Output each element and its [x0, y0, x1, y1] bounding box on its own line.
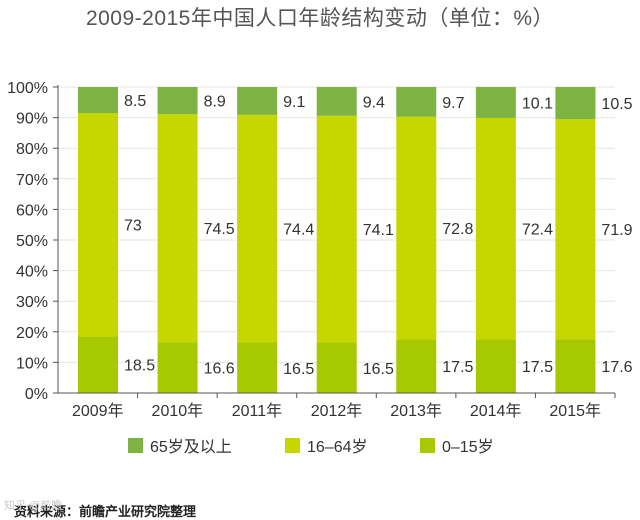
data-label: 9.1 — [283, 94, 305, 111]
chart-legend: 65岁及以上 16–64岁 0–15岁 — [128, 438, 494, 456]
data-label: 9.4 — [363, 94, 385, 111]
chart-bars — [78, 87, 596, 393]
chart-data-labels: 18.5 73 8.5 16.6 74.5 8.9 16.5 74.4 9.1 16.5 74.1 9… — [124, 93, 633, 378]
bar-segment-age_0_15 — [237, 342, 278, 393]
data-label: 73 — [124, 218, 142, 235]
bar-segment-age_16_64 — [396, 116, 437, 340]
bar-segment-age_16_64 — [316, 115, 357, 343]
data-label: 74.5 — [204, 221, 235, 238]
x-tick-label: 2013年 — [390, 402, 442, 420]
chart-title: 2009-2015年中国人口年龄结构变动（单位：%） — [85, 7, 555, 30]
data-label: 8.5 — [124, 93, 146, 110]
data-label: 16.5 — [363, 361, 394, 378]
bar-segment-age_16_64 — [555, 119, 596, 340]
chart-axes: 0% 10% 20% 30% 40% 50% 60% 70% 80% 90% 100% 2009年 20… — [7, 80, 616, 420]
bar-segment-age_65_plus — [237, 87, 278, 115]
y-tick-label: 70% — [16, 172, 48, 189]
y-tick-label: 90% — [16, 111, 48, 128]
bar-segment-age_65_plus — [396, 87, 437, 117]
x-tick-label: 2012年 — [311, 402, 363, 420]
legend-swatch-age_0_15 — [420, 438, 435, 453]
bar-segment-age_0_15 — [396, 339, 437, 393]
data-label: 16.5 — [283, 361, 314, 378]
data-label: 17.5 — [442, 359, 473, 376]
data-label: 72.8 — [442, 221, 473, 238]
data-label: 17.5 — [522, 359, 553, 376]
bar-segment-age_0_15 — [475, 339, 516, 393]
bar-segment-age_65_plus — [157, 87, 198, 115]
y-tick-label: 20% — [16, 325, 48, 342]
bar-segment-age_16_64 — [237, 114, 278, 343]
data-label: 74.1 — [363, 222, 394, 239]
data-label: 10.5 — [601, 96, 632, 113]
bar-segment-age_16_64 — [475, 117, 516, 340]
legend-swatch-age_65_plus — [128, 438, 143, 453]
data-label: 72.4 — [522, 222, 553, 239]
bar-segment-age_16_64 — [157, 114, 198, 343]
bar-segment-age_65_plus — [316, 87, 357, 116]
bar-segment-age_0_15 — [555, 339, 596, 393]
data-label: 18.5 — [124, 358, 155, 375]
data-label: 74.4 — [283, 222, 314, 239]
bar-segment-age_16_64 — [78, 113, 118, 337]
x-tick-label: 2010年 — [152, 402, 204, 420]
data-label: 16.6 — [204, 361, 235, 378]
x-tick-label: 2011年 — [232, 402, 282, 420]
bar-segment-age_0_15 — [157, 342, 198, 393]
legend-label: 16–64岁 — [307, 438, 368, 456]
bar-segment-age_65_plus — [475, 87, 516, 118]
y-tick-label: 80% — [16, 141, 48, 158]
legend-swatch-age_16_64 — [285, 438, 300, 453]
x-tick-label: 2015年 — [549, 402, 601, 420]
y-tick-label: 40% — [16, 264, 48, 281]
data-label: 17.6 — [601, 359, 632, 376]
watermark: 知乎 @前瞻 — [4, 500, 63, 512]
bar-segment-age_65_plus — [78, 87, 118, 114]
data-label: 10.1 — [522, 95, 553, 112]
y-tick-label: 0% — [25, 386, 48, 403]
x-tick-label: 2014年 — [470, 402, 522, 420]
source-note: 资料来源：前瞻产业研究院整理 — [14, 504, 197, 519]
data-label: 9.7 — [442, 95, 464, 112]
y-tick-label: 30% — [16, 294, 48, 311]
bar-segment-age_65_plus — [555, 87, 596, 120]
legend-label: 0–15岁 — [442, 438, 494, 456]
y-tick-label: 10% — [16, 355, 48, 372]
data-label: 71.9 — [601, 222, 632, 239]
bar-segment-age_0_15 — [78, 336, 118, 393]
y-tick-label: 60% — [16, 202, 48, 219]
legend-label: 65岁及以上 — [150, 438, 232, 456]
bar-segment-age_0_15 — [316, 342, 357, 393]
x-tick-label: 2009年 — [72, 402, 124, 420]
y-tick-label: 100% — [7, 80, 48, 97]
y-tick-label: 50% — [16, 233, 48, 250]
data-label: 8.9 — [204, 94, 226, 111]
